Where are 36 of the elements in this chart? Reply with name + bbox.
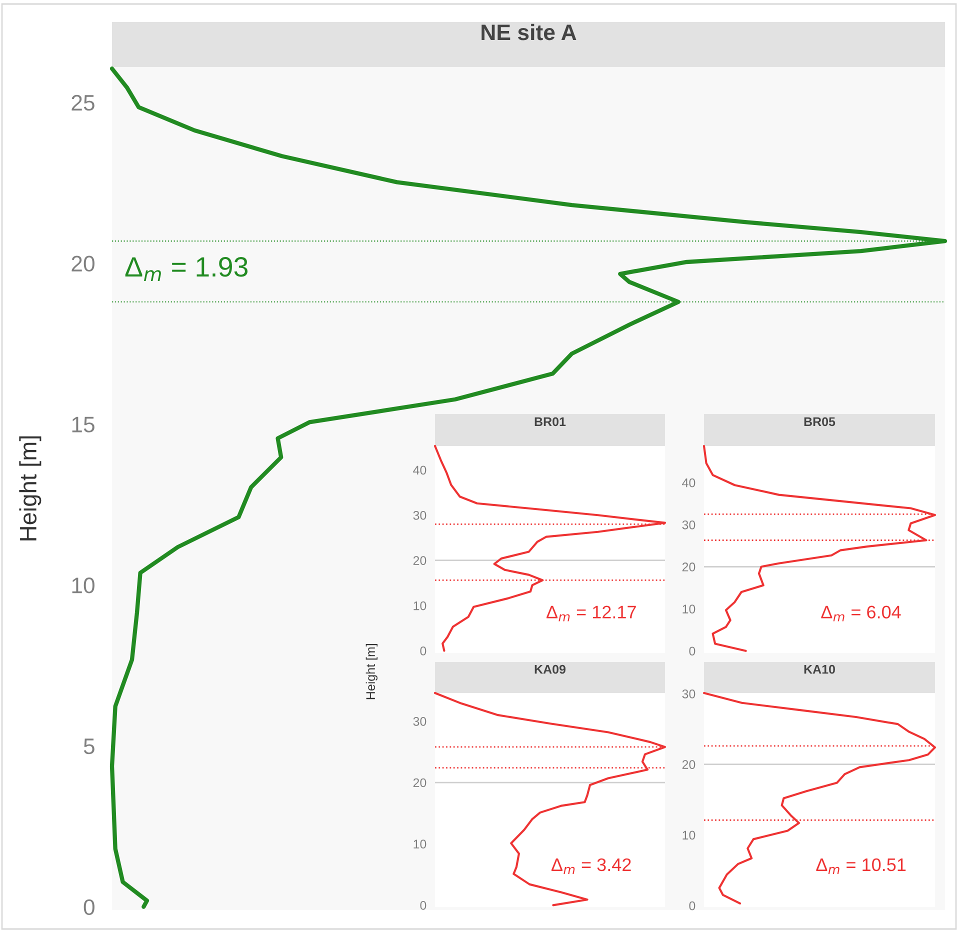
y-tick-label: 0: [84, 899, 94, 916]
y-tick-label: 25: [72, 94, 94, 111]
chart-title: KA10: [804, 664, 835, 674]
y-tick-label: 15: [72, 416, 94, 432]
annotation: Δ$_{m}$ = 6.04: [821, 606, 901, 622]
y-tick-label: 30: [413, 510, 426, 520]
y-tick-label: 10: [682, 830, 696, 840]
chart-title: BR01: [534, 417, 566, 426]
y-tick-label: 20: [682, 562, 696, 572]
annotation: Δ$_{m}$ = 12.17: [546, 606, 636, 622]
chart-title: BR05: [804, 417, 836, 426]
y-tick-label: 30: [682, 690, 696, 698]
annotation: Δ$_{m}$ = 10.51: [816, 858, 906, 874]
y-tick-label: 0: [420, 646, 426, 656]
y-tick-label: 10: [414, 840, 426, 848]
y-tick-label: 10: [682, 604, 696, 614]
y-axis-title: Height [m]: [366, 644, 378, 700]
annotation: Δ$_{m}$ = 3.42: [551, 858, 631, 874]
y-tick-label: 20: [72, 256, 94, 272]
y-tick-label: 40: [413, 466, 426, 475]
y-tick-label: 5: [84, 738, 94, 754]
y-tick-label: 10: [414, 601, 426, 610]
y-tick-label: 40: [682, 478, 696, 488]
chart-title: KA09: [534, 664, 566, 674]
y-tick-label: 20: [413, 778, 426, 788]
y-tick-label: 10: [72, 578, 94, 594]
chart-title: NE site A: [482, 24, 576, 40]
y-tick-label: 30: [682, 520, 696, 530]
y-axis-title: Height [m]: [19, 436, 42, 540]
y-tick-label: 20: [682, 760, 696, 769]
y-tick-label: 0: [689, 901, 696, 910]
y-tick-label: 20: [413, 556, 426, 565]
y-tick-label: 0: [420, 900, 426, 910]
y-tick-label: 30: [413, 717, 426, 726]
y-tick-label: 0: [689, 646, 696, 656]
annotation: Δ$_{m}$ = 1.93: [125, 257, 248, 282]
